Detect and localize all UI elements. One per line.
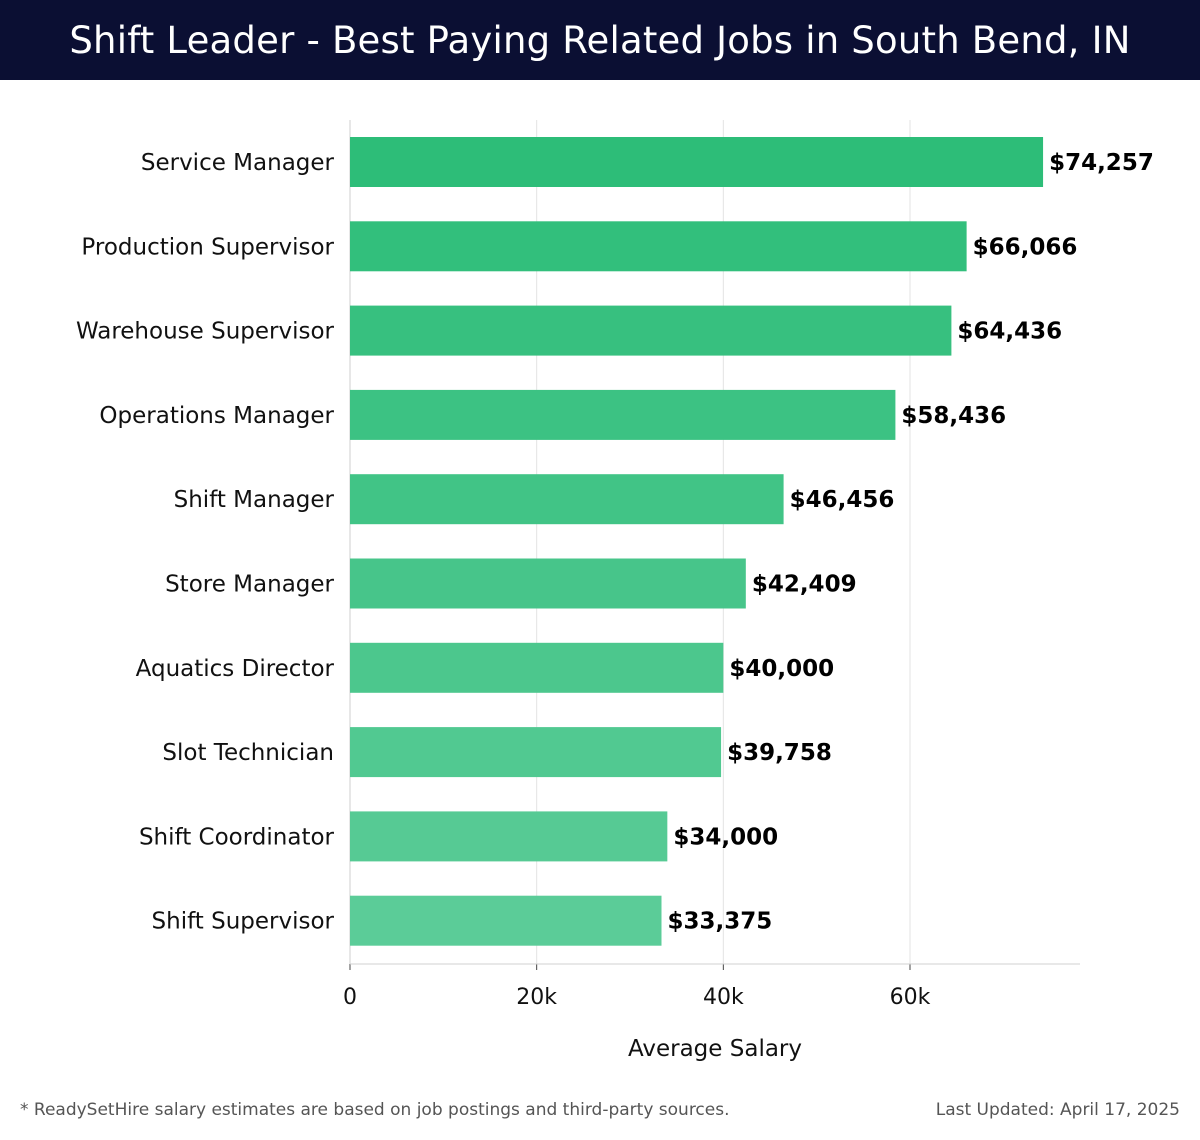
category-label: Shift Coordinator (139, 824, 335, 850)
data-label: $40,000 (729, 656, 834, 682)
bar (350, 221, 967, 272)
bar (350, 389, 896, 440)
category-label: Warehouse Supervisor (76, 319, 335, 345)
data-labels: $74,257 $66,066 $64,436 $58,436 $46,456 $42,4… (668, 150, 1154, 935)
bar (350, 558, 746, 609)
chart-title: Shift Leader - Best Paying Related Jobs … (69, 18, 1131, 62)
x-tick-label: 20k (516, 985, 557, 1010)
data-label: $34,000 (673, 824, 778, 850)
bars (350, 137, 1044, 946)
title-bar: Shift Leader - Best Paying Related Jobs … (0, 0, 1200, 80)
category-label: Store Manager (165, 572, 334, 598)
category-label: Production Supervisor (81, 234, 334, 260)
data-label: $74,257 (1049, 150, 1154, 176)
footer-note: * ReadySetHire salary estimates are base… (20, 1100, 730, 1120)
bar (350, 727, 722, 778)
bar (350, 895, 662, 946)
bar-chart: 0 20k 40k 60k Service Manager Production Sup… (76, 120, 1154, 1062)
category-label: Operations Manager (99, 403, 334, 429)
x-tick-label: 40k (703, 985, 744, 1010)
x-axis-title: Average Salary (628, 1036, 802, 1062)
bar (350, 137, 1044, 187)
data-label: $64,436 (957, 319, 1062, 345)
category-label: Slot Technician (162, 740, 334, 766)
bar (350, 642, 724, 693)
category-label: Service Manager (141, 150, 335, 176)
bar (350, 811, 668, 862)
category-label: Aquatics Director (136, 656, 335, 682)
bar (350, 305, 952, 356)
x-axis: 0 20k 40k 60k (343, 963, 1080, 1010)
data-label: $66,066 (973, 234, 1078, 260)
x-tick-label: 60k (890, 985, 931, 1010)
last-updated: Last Updated: April 17, 2025 (935, 1100, 1180, 1120)
data-label: $58,436 (901, 403, 1006, 429)
data-label: $42,409 (752, 572, 857, 598)
bar (350, 474, 784, 525)
data-label: $33,375 (668, 909, 773, 935)
category-label: Shift Manager (174, 487, 335, 513)
x-tick-label: 0 (343, 985, 357, 1010)
data-label: $39,758 (727, 740, 832, 766)
data-label: $46,456 (790, 487, 895, 513)
category-label: Shift Supervisor (152, 909, 335, 935)
category-labels: Service Manager Production Supervisor Ware… (76, 150, 335, 935)
